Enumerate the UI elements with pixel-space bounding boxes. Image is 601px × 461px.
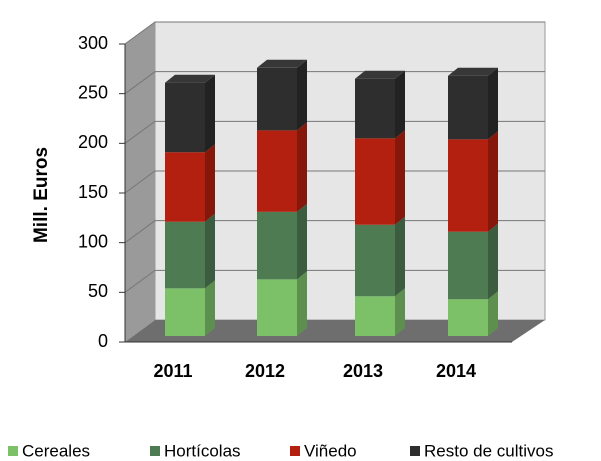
bar: [355, 78, 395, 139]
y-tick-label: 300: [78, 33, 108, 53]
bar-side: [297, 122, 307, 212]
y-tick-label: 0: [98, 331, 108, 351]
bar: [165, 221, 205, 289]
x-tick-label: 2013: [343, 361, 383, 381]
bar-side: [205, 280, 215, 336]
grid-line: [124, 220, 545, 244]
bar: [355, 138, 395, 225]
bar: [257, 279, 297, 336]
bar-side: [395, 216, 405, 297]
bar-top: [165, 74, 215, 83]
legend-label: Hortícolas: [164, 441, 241, 460]
legend-swatch: [150, 446, 160, 456]
bar-side: [297, 271, 307, 336]
bar: [165, 152, 205, 222]
x-tick-label: 2012: [245, 361, 285, 381]
x-tick-label: 2011: [153, 361, 192, 381]
bar-side: [488, 131, 498, 232]
bar-side: [395, 70, 405, 139]
bar: [448, 139, 488, 232]
bar-side: [205, 74, 215, 153]
grid-line: [124, 21, 545, 45]
y-tick-label: 150: [78, 182, 108, 202]
bar: [448, 299, 488, 336]
bar-side: [395, 130, 405, 225]
x-tick-label: 2014: [436, 361, 476, 381]
legend-swatch: [290, 446, 300, 456]
bar-side: [395, 288, 405, 336]
bar-side: [297, 59, 307, 131]
bar: [448, 231, 488, 300]
bar: [165, 288, 205, 336]
bar-side: [205, 144, 215, 222]
bar-side: [205, 213, 215, 289]
bar-side: [488, 291, 498, 336]
y-tick-label: 200: [78, 132, 108, 152]
bar-side: [488, 67, 498, 140]
legend-label: Viñedo: [304, 441, 357, 460]
y-tick-label: 250: [78, 82, 108, 102]
bar-top: [355, 70, 405, 79]
bar-top: [257, 59, 307, 68]
legend-label: Resto de cultivos: [424, 441, 553, 460]
grid-line: [124, 120, 545, 144]
floor: [125, 320, 545, 342]
grid-line: [124, 170, 545, 194]
bar: [448, 75, 488, 140]
grid-line: [124, 71, 545, 95]
grid-line: [124, 269, 545, 293]
legend-swatch: [410, 446, 420, 456]
y-tick-label: 100: [78, 231, 108, 251]
bar: [257, 130, 297, 212]
y-axis-title: Mill. Euros: [31, 147, 52, 243]
legend-label: Cereales: [22, 441, 90, 460]
bar-side: [488, 223, 498, 300]
bar: [257, 67, 297, 131]
bar: [257, 211, 297, 280]
bar: [355, 224, 395, 297]
bar-top: [448, 67, 498, 76]
bar: [165, 82, 205, 153]
legend-swatch: [8, 446, 18, 456]
bar: [355, 296, 395, 336]
bar-side: [297, 203, 307, 280]
y-tick-label: 50: [88, 281, 108, 301]
